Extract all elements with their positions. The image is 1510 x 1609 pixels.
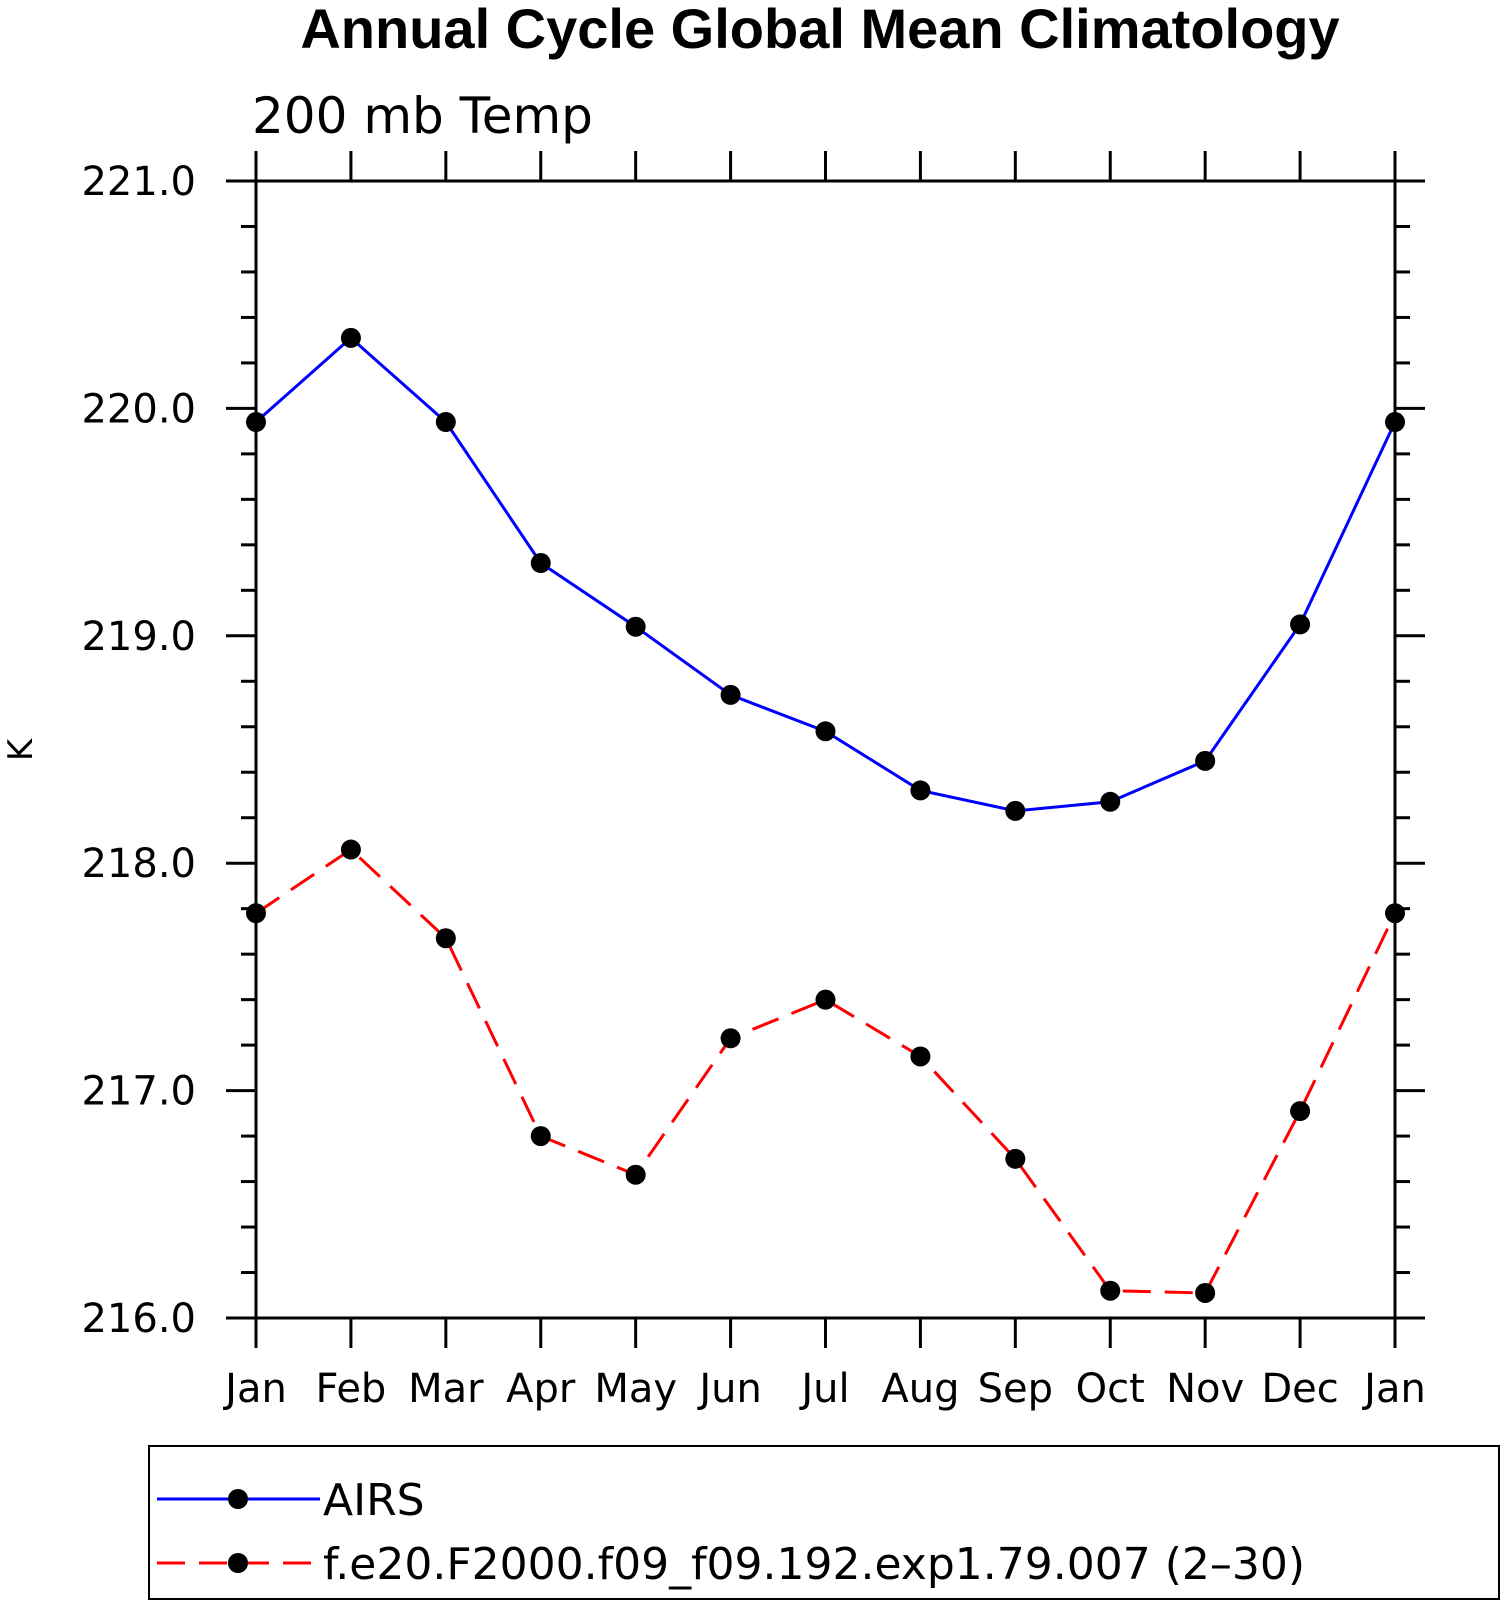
y-tick-label: 218.0 — [81, 841, 196, 887]
chart-title: Annual Cycle Global Mean Climatology — [300, 0, 1339, 60]
y-tick-label: 219.0 — [81, 614, 196, 660]
series-1-point — [340, 839, 361, 860]
series-1-point — [720, 1028, 741, 1049]
x-tick-label: Apr — [506, 1366, 576, 1412]
series-0-point — [1290, 614, 1311, 635]
axis-tick-labels: Jan Feb Mar Apr May Jun Jul Aug Sep Oct Nov Dec Jan 2… — [81, 159, 1425, 1412]
legend-box — [148, 1445, 1500, 1600]
x-tick-label: Jan — [222, 1366, 287, 1412]
series-0-point — [530, 553, 551, 574]
plot-border — [254, 179, 1397, 1320]
series-1-point — [910, 1046, 931, 1067]
series-1-point — [1195, 1282, 1216, 1303]
axis-ticks — [226, 151, 1425, 1348]
x-tick-label: Sep — [978, 1366, 1053, 1412]
series-0-point — [435, 412, 456, 433]
series-layer — [246, 327, 1405, 1303]
series-1-point — [1290, 1101, 1311, 1122]
series-1-point — [1005, 1148, 1026, 1169]
x-tick-label: Nov — [1166, 1366, 1244, 1412]
chart-subtitle: 200 mb Temp — [252, 87, 593, 145]
x-tick-label: Aug — [881, 1366, 959, 1412]
legend-label-0: AIRS — [323, 1475, 425, 1526]
series-0-point — [1005, 800, 1026, 821]
x-tick-label: Mar — [408, 1366, 484, 1412]
plot-frame — [254, 179, 1397, 1320]
x-tick-label: Jan — [1361, 1366, 1426, 1412]
y-tick-label: 220.0 — [81, 386, 196, 432]
series-1-point — [625, 1164, 646, 1185]
x-tick-label: Jun — [696, 1366, 762, 1412]
y-tick-label: 221.0 — [81, 159, 196, 205]
series-line-1 — [255, 847, 1397, 1295]
x-tick-label: Oct — [1076, 1366, 1145, 1412]
legend-label-1: f.e20.F2000.f09_f09.192.exp1.79.007 (2–3… — [323, 1539, 1305, 1590]
series-0-point — [720, 684, 741, 705]
series-0-point — [1385, 412, 1405, 433]
series-0-point — [1195, 750, 1216, 771]
series-0-point — [625, 616, 646, 637]
series-1-point — [246, 903, 266, 924]
y-tick-label: 217.0 — [81, 1069, 196, 1115]
series-1-point — [1385, 903, 1405, 924]
series-0-point — [246, 412, 266, 433]
x-tick-label: May — [594, 1366, 677, 1412]
legend: AIRS f.e20.F2000.f09_f09.192.exp1.79.007 … — [148, 1445, 1500, 1600]
series-0-point — [1100, 791, 1121, 812]
y-tick-label: 216.0 — [81, 1296, 196, 1342]
series-1-point — [530, 1126, 551, 1147]
legend-swatch-marker-1 — [228, 1553, 248, 1573]
series-1-point — [1100, 1280, 1121, 1301]
x-tick-label: Jul — [798, 1366, 849, 1412]
series-0-point — [815, 721, 836, 742]
series-0-point — [910, 780, 931, 801]
series-1-point — [815, 989, 836, 1010]
x-tick-label: Dec — [1261, 1366, 1338, 1412]
x-tick-label: Feb — [316, 1366, 387, 1412]
y-axis-label: K — [1, 737, 41, 761]
series-0-point — [340, 327, 361, 348]
series-1-point — [435, 928, 456, 949]
legend-swatch-marker-0 — [228, 1489, 248, 1509]
